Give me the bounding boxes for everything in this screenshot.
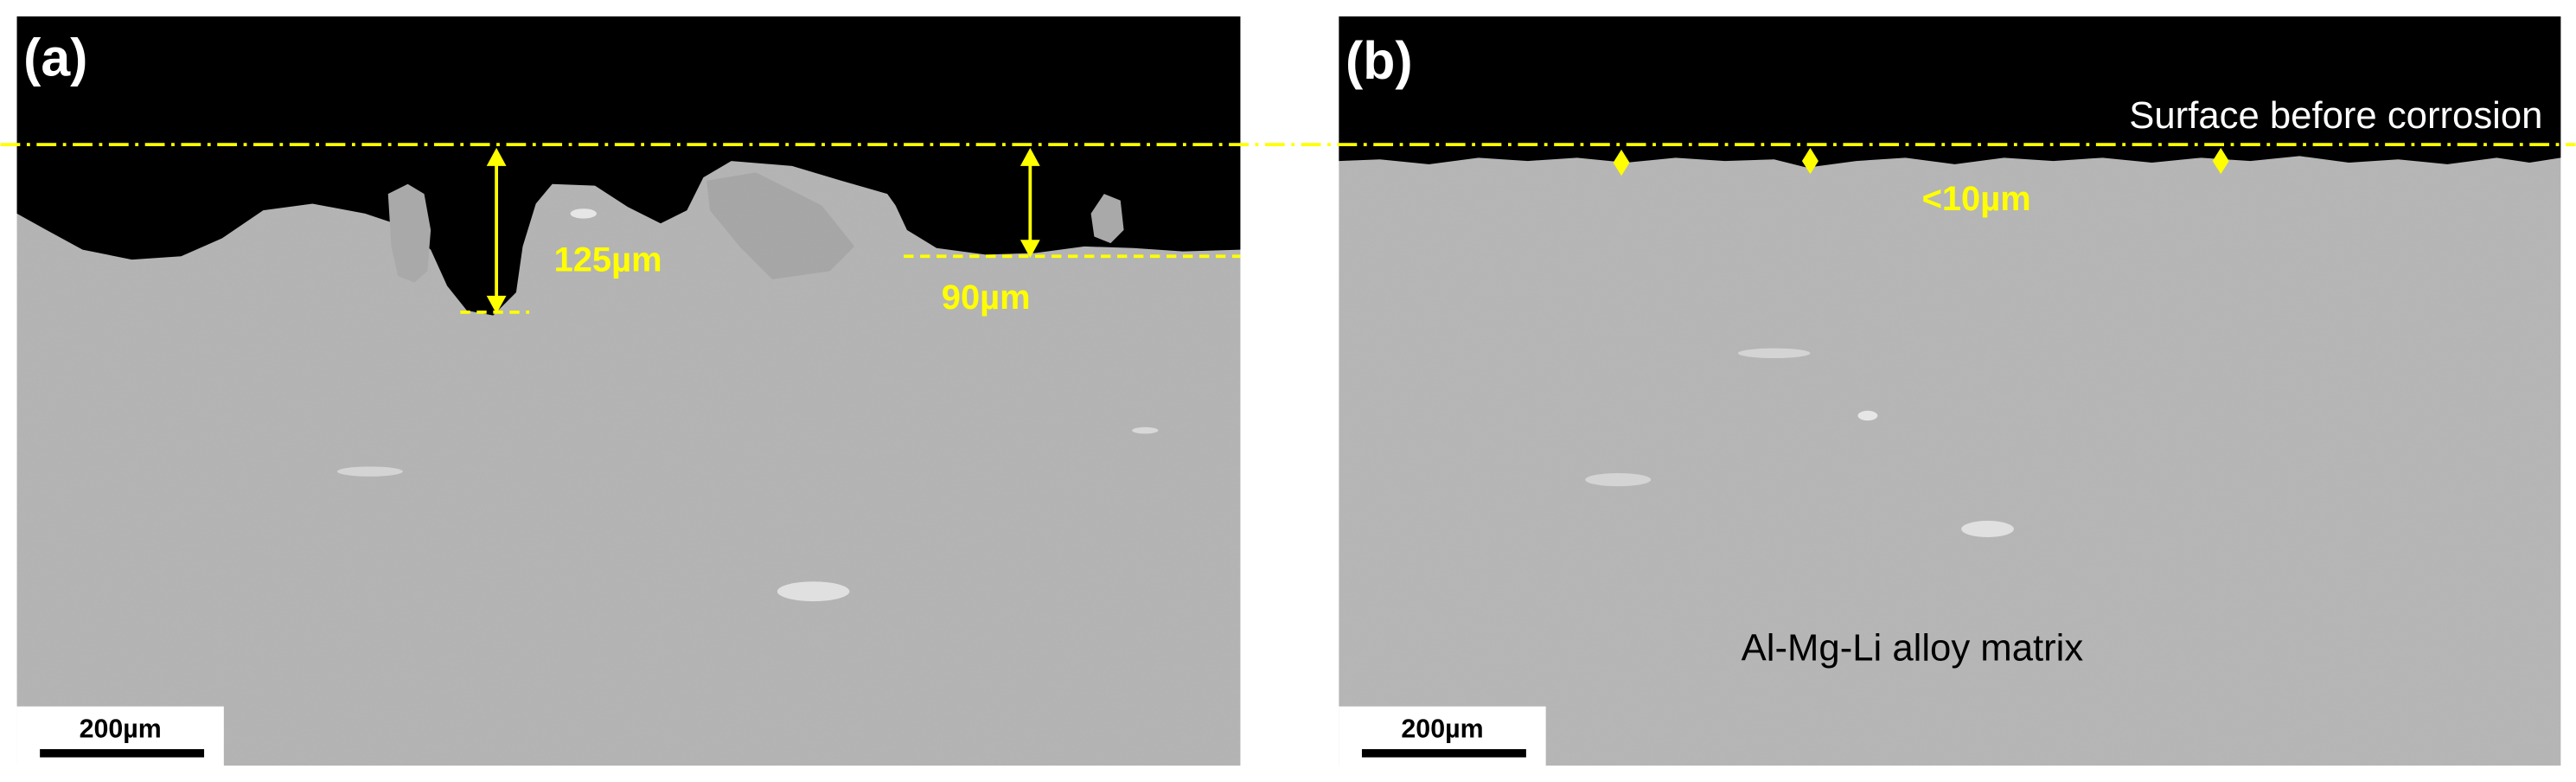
inclusion bbox=[1857, 410, 1878, 421]
panel-label: (a) bbox=[23, 28, 87, 87]
inclusion bbox=[1132, 426, 1159, 434]
inclusion bbox=[1737, 348, 1811, 359]
panel-b: (b) Surface before corrosion <10µm Al-Mg… bbox=[1339, 16, 2561, 766]
scale-bar bbox=[1361, 749, 1526, 758]
surface-label: Surface before corrosion bbox=[2129, 94, 2542, 137]
depth-marker bbox=[1613, 149, 1630, 176]
inclusion bbox=[1961, 521, 2014, 538]
inclusion bbox=[570, 208, 597, 219]
depth-label: 125µm bbox=[554, 240, 662, 279]
matrix-label: Al-Mg-Li alloy matrix bbox=[1742, 626, 2084, 669]
scale-bar-label: 200µm bbox=[1401, 715, 1483, 744]
scale-bar bbox=[40, 749, 205, 758]
panel-a: (a) 125µm 90µm 200µm bbox=[16, 16, 1241, 766]
measurement bbox=[460, 147, 1241, 314]
residual-island bbox=[1090, 194, 1124, 244]
arrow-head bbox=[486, 295, 507, 314]
arrow-head bbox=[486, 147, 507, 166]
depth-label: 90µm bbox=[942, 279, 1031, 317]
inclusion bbox=[777, 581, 850, 602]
inclusion bbox=[1585, 472, 1652, 487]
corroded-region bbox=[16, 16, 1241, 316]
inclusion bbox=[336, 466, 403, 477]
arrow-head bbox=[1020, 147, 1040, 166]
scale-bar-label: 200µm bbox=[80, 715, 162, 744]
corroded-region bbox=[1339, 16, 2561, 168]
arrow-head bbox=[1020, 240, 1040, 259]
panel-label: (b) bbox=[1346, 31, 1413, 90]
residual-island bbox=[387, 183, 431, 283]
depth-label: <10µm bbox=[1922, 180, 2031, 218]
residual-island bbox=[706, 172, 855, 279]
